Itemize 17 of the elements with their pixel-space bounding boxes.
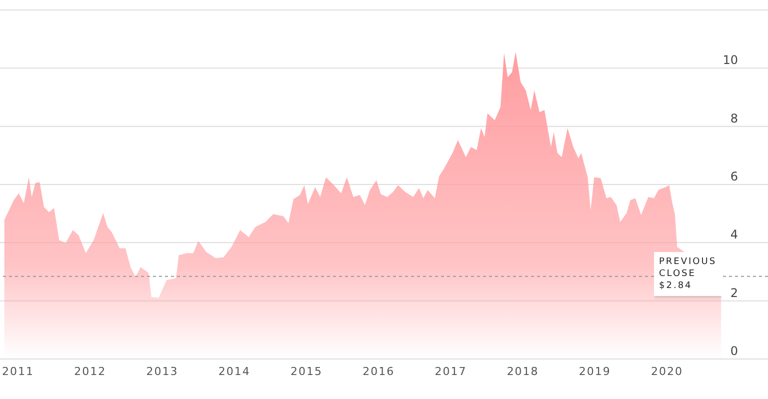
x-tick-label: 2013 xyxy=(146,364,178,378)
x-tick-label: 2015 xyxy=(290,364,322,378)
x-tick-label: 2011 xyxy=(2,364,34,378)
x-tick-label: 2016 xyxy=(362,364,395,378)
x-tick-label: 2018 xyxy=(506,364,539,378)
x-tick-label: 2020 xyxy=(651,364,684,378)
y-tick-label: 0 xyxy=(730,344,738,358)
ref-line-label: PREVIOUS CLOSE $2.84 xyxy=(654,252,722,296)
x-tick-label: 2019 xyxy=(578,364,611,378)
x-tick-label: 2014 xyxy=(218,364,250,378)
y-tick-label: 6 xyxy=(730,170,738,184)
x-tick-label: 2017 xyxy=(434,364,467,378)
y-tick-label: 2 xyxy=(730,286,738,300)
y-tick-label: 8 xyxy=(730,111,738,126)
y-tick-label: 10 xyxy=(722,53,738,68)
y-tick-label: 4 xyxy=(730,228,738,242)
x-tick-label: 2012 xyxy=(74,364,106,378)
